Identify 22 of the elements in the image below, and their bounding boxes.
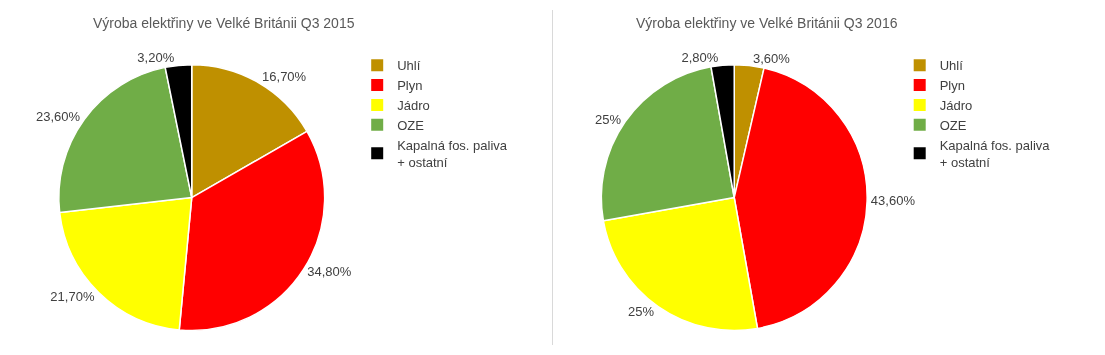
data-label: 16,70% bbox=[262, 69, 307, 85]
legend-label: Jádro bbox=[939, 98, 973, 114]
data-label: 21,70% bbox=[50, 288, 95, 304]
data-label: 2,80% bbox=[681, 50, 719, 66]
legend-label: OZE bbox=[397, 117, 425, 133]
legend-label: Uhlí bbox=[397, 58, 421, 74]
legend-label: Uhlí bbox=[939, 58, 964, 74]
data-label: 3,60% bbox=[752, 50, 791, 66]
data-label: 3,20% bbox=[137, 50, 175, 66]
legend-label: Plyn bbox=[939, 78, 965, 94]
data-label: 43,60% bbox=[870, 193, 916, 209]
chart-title: Výroba elektřiny ve Velké Británii Q3 2015 bbox=[93, 15, 355, 31]
legend-label: Kapalná fos. paliva + ostatní bbox=[939, 137, 1051, 170]
legend-label: Kapalná fos. paliva + ostatní bbox=[397, 137, 508, 170]
chart-title: Výroba elektřiny ve Velké Británii Q3 2016 bbox=[636, 15, 898, 31]
data-label: 34,80% bbox=[307, 264, 352, 280]
legend-label: OZE bbox=[939, 117, 967, 133]
data-label: 25% bbox=[595, 111, 622, 127]
legend-label: Jádro bbox=[397, 98, 430, 114]
legend-label: Plyn bbox=[397, 78, 423, 94]
data-label: 25% bbox=[627, 304, 655, 320]
data-label: 23,60% bbox=[35, 109, 81, 125]
